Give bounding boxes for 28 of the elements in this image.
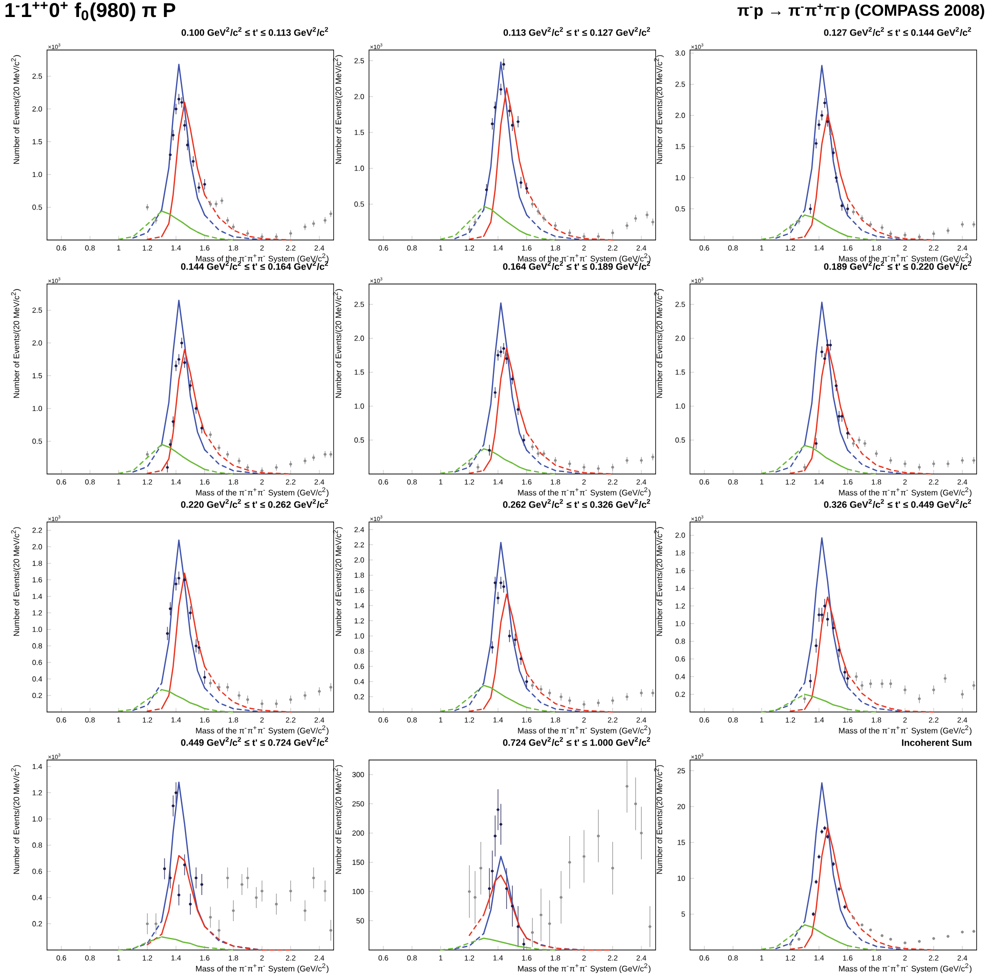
- chart-title: 0.262 GeV$^{2}$/c$^{2}$ ≤ t' ≤ 0.326 GeV$^{2}$/c$^{2}$: [503, 499, 650, 508]
- y-axis-title: Number of Events/(20 MeV/c$^{2}$): [11, 765, 21, 874]
- text: Mass of the π$^{-}$π$^{+}$π$^{-}$ System (GeV/c$^{2}$): [196, 725, 328, 736]
- y-axis-title: Number of Events/(20 MeV/c$^{2}$): [11, 55, 21, 164]
- text: Mass of the π$^{-}$π$^{+}$π$^{-}$ System (GeV/c$^{2}$): [518, 725, 650, 736]
- y-axis-title: Number of Events/(20 MeV/c$^{2}$): [654, 289, 664, 398]
- text: π$^{-}$p → π$^{-}$π$^{+}$π$^{-}$p (COMPASS 2008): [737, 4, 984, 20]
- chart-title: 0.449 GeV$^{2}$/c$^{2}$ ≤ t' ≤ 0.724 GeV$^{2}$/c$^{2}$: [181, 737, 328, 746]
- text: Mass of the π$^{-}$π$^{+}$π$^{-}$ System (GeV/c$^{2}$): [839, 725, 972, 736]
- y-axis-title: Number of Events/(20 MeV/c$^{2}$): [654, 55, 664, 164]
- chart-title: 0.326 GeV$^{2}$/c$^{2}$ ≤ t' ≤ 0.449 GeV$^{2}$/c$^{2}$: [824, 499, 972, 508]
- text: Mass of the π$^{-}$π$^{+}$π$^{-}$ System (GeV/c$^{2}$): [196, 487, 328, 498]
- text: Mass of the π$^{-}$π$^{+}$π$^{-}$ System (GeV/c$^{2}$): [518, 487, 650, 498]
- text: Mass of the π$^{-}$π$^{+}$π$^{-}$ System (GeV/c$^{2}$): [839, 963, 972, 974]
- chart-title: Incoherent Sum: [902, 739, 972, 746]
- y-axis-title: Number of Events/(20 MeV/c$^{2}$): [11, 289, 21, 398]
- text: Mass of the π$^{-}$π$^{+}$π$^{-}$ System (GeV/c$^{2}$): [839, 487, 972, 498]
- chart-title: 0.100 GeV$^{2}$/c$^{2}$ ≤ t' ≤ 0.113 GeV$^{2}$/c$^{2}$: [182, 27, 328, 36]
- chart-title: 0.724 GeV$^{2}$/c$^{2}$ ≤ t' ≤ 1.000 GeV$^{2}$/c$^{2}$: [503, 737, 650, 746]
- chart-title: 0.127 GeV$^{2}$/c$^{2}$ ≤ t' ≤ 0.144 GeV$^{2}$/c$^{2}$: [824, 27, 972, 36]
- y-axis-title: Number of Events/(20 MeV/c$^{2}$): [654, 765, 664, 874]
- y-axis-title: Number of Events/(20 MeV/c$^{2}$): [11, 527, 21, 636]
- y-axis-title: Number of Events/(20 MeV/c$^{2}$): [654, 527, 664, 636]
- chart-title: 0.220 GeV$^{2}$/c$^{2}$ ≤ t' ≤ 0.262 GeV$^{2}$/c$^{2}$: [181, 499, 328, 508]
- chart-title: 0.113 GeV$^{2}$/c$^{2}$ ≤ t' ≤ 0.127 GeV$^{2}$/c$^{2}$: [504, 27, 650, 36]
- text: 1$^{-}$1$^{++}$0$^{+}$ f$_{0}$(980) π P: [6, 2, 176, 22]
- text: Mass of the π$^{-}$π$^{+}$π$^{-}$ System (GeV/c$^{2}$): [518, 963, 650, 974]
- text: Mass of the π$^{-}$π$^{+}$π$^{-}$ System (GeV/c$^{2}$): [196, 963, 328, 974]
